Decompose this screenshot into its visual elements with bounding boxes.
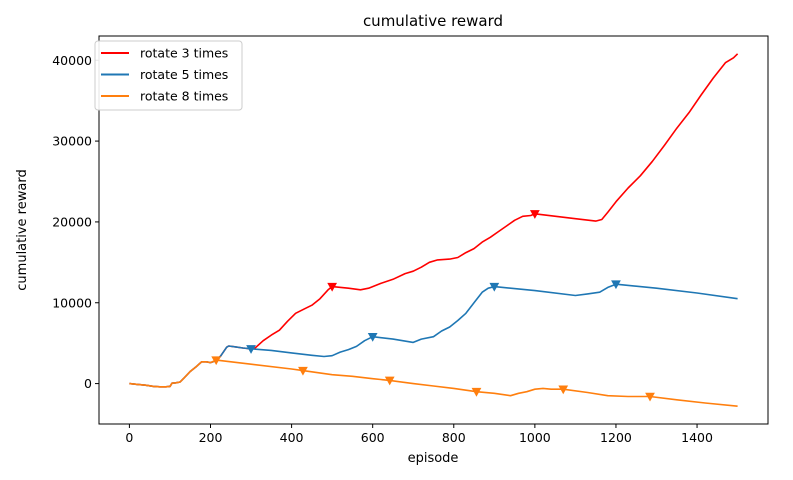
- series-marker-rotate-5-times: [611, 280, 621, 290]
- x-axis: 0 200 400 600 800 1000 1200 1400: [125, 424, 713, 445]
- plot-frame: [98, 35, 769, 425]
- series-marker-rotate-8-times: [471, 387, 482, 397]
- legend-label: rotate 5 times: [140, 67, 228, 82]
- x-tick-label: 1200: [600, 430, 632, 445]
- x-axis-label: episode: [408, 451, 459, 466]
- legend-label: rotate 8 times: [140, 89, 228, 104]
- x-tick-label: 800: [442, 430, 466, 445]
- series-marker-rotate-3-times: [529, 210, 540, 219]
- legend: rotate 3 times rotate 5 times rotate 8 tim…: [94, 40, 243, 111]
- chart-title: cumulative reward: [363, 12, 503, 30]
- series-marker-rotate-8-times: [384, 376, 395, 386]
- x-tick-label: 200: [199, 430, 223, 445]
- series-marker-rotate-8-times: [211, 356, 222, 366]
- series-marker-rotate-3-times: [327, 282, 338, 292]
- series-marker-rotate-5-times: [367, 332, 378, 342]
- y-tick-label: 20000: [52, 214, 92, 229]
- legend-label: rotate 3 times: [140, 46, 228, 61]
- x-tick-label: 1000: [519, 430, 551, 445]
- y-tick-label: 30000: [52, 134, 92, 149]
- legend-box: [94, 40, 243, 111]
- series-marker-rotate-8-times: [558, 385, 569, 395]
- series-marker-rotate-8-times: [645, 392, 655, 402]
- series-marker-rotate-5-times: [246, 345, 256, 354]
- x-tick-label: 1400: [681, 430, 713, 445]
- x-tick-label: 600: [361, 430, 385, 445]
- x-tick-label: 400: [280, 430, 304, 445]
- y-axis: 0 10000 20000 30000 40000: [52, 53, 99, 391]
- series-marker-rotate-8-times: [298, 366, 308, 376]
- y-tick-label: 10000: [52, 295, 92, 310]
- series-layer: [129, 53, 739, 407]
- y-tick-label: 0: [84, 376, 92, 391]
- y-tick-label: 40000: [52, 53, 92, 68]
- y-axis-label: cumulative reward: [15, 169, 30, 290]
- x-tick-label: 0: [125, 430, 133, 445]
- series-marker-rotate-5-times: [489, 282, 500, 292]
